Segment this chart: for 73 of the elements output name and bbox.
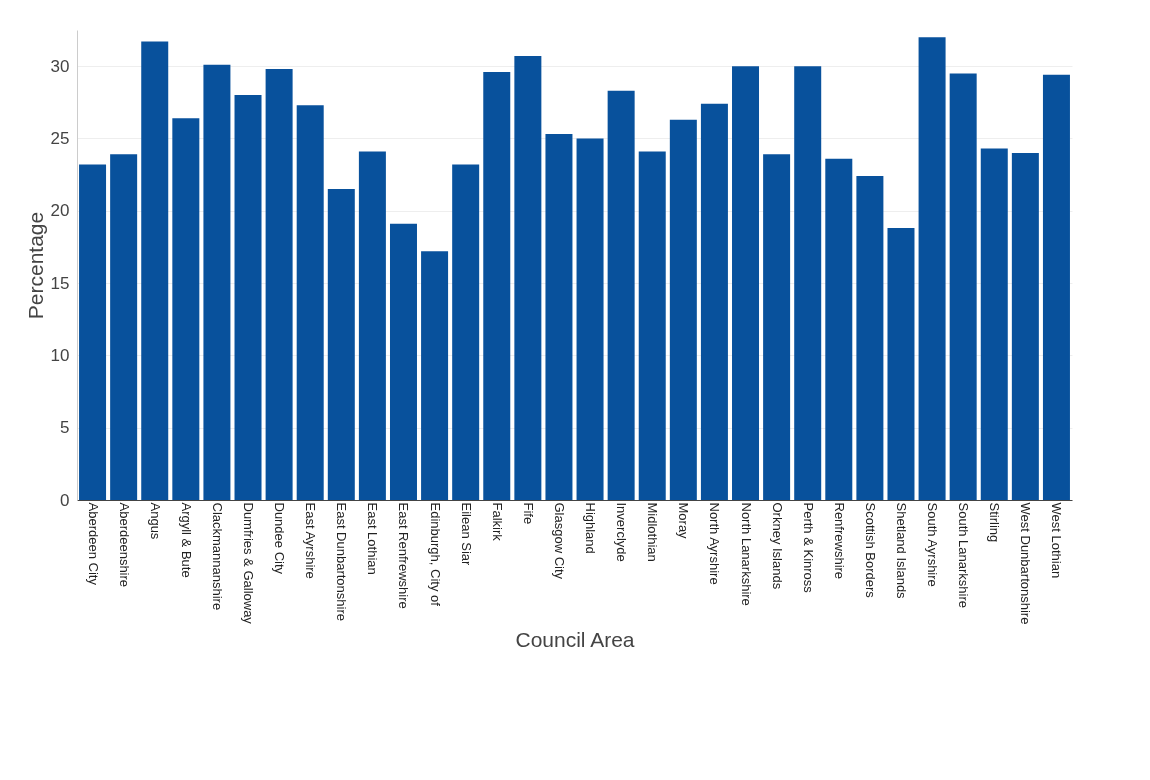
bar [1042,74,1070,500]
x-tick-label: Inverclyde [614,502,630,562]
x-tick-label: West Lothian [1049,502,1065,579]
bar [203,64,231,500]
x-tick-label: South Lanarkshire [956,502,972,609]
bar [607,90,635,500]
x-tick-label: Highland [583,502,599,554]
x-tick-label: East Lothian [365,502,381,575]
y-tick-label: 25 [50,128,70,148]
x-tick-label: Aberdeen City [85,502,101,586]
bar [825,158,853,500]
bar [980,148,1008,500]
bar [141,41,169,500]
bar [1011,152,1039,500]
bar [576,138,604,500]
bar [234,95,262,500]
bar [638,151,666,500]
bar [545,134,573,500]
bar [389,223,417,500]
x-tick-label: East Ayrshire [303,502,319,579]
y-tick-label: 15 [50,273,70,293]
x-tick-label: Eilean Siar [458,502,474,567]
x-tick-label: Dumfries & Galloway [241,502,257,625]
x-tick-label: Glasgow City [551,502,567,580]
x-tick-label: Perth & Kinross [800,502,816,594]
x-tick-label: Orkney Islands [769,502,785,590]
bar [172,118,200,500]
x-tick-label: Argyll & Bute [178,502,194,578]
bar [794,66,822,500]
bar [514,56,542,500]
x-tick-label: North Ayrshire [707,502,723,585]
x-axis-title: Council Area [515,628,635,652]
x-tick-label: Renfrewshire [831,502,847,580]
bar [949,73,977,500]
y-tick-label: 0 [60,490,70,510]
x-tick-label: Dundee City [272,502,288,575]
bar [110,154,138,500]
x-tick-label: Angus [147,502,163,540]
x-tick-label: North Lanarkshire [738,502,754,606]
x-tick-label: Stirling [987,502,1003,543]
x-tick-label: Shetland Islands [893,502,909,600]
x-tick-label: Fife [520,502,536,525]
y-axis-title: Percentage [23,211,47,320]
x-tick-label: East Renfrewshire [396,502,412,609]
bar [452,164,480,500]
bar [79,164,107,500]
x-tick-label: Midlothian [645,502,661,562]
bar [483,71,511,500]
y-tick-label: 20 [50,201,70,221]
bar [296,105,324,500]
bar [700,103,728,500]
bar [887,228,915,500]
bar [358,151,386,500]
bar [918,37,946,500]
x-tick-label: Scottish Borders [862,502,878,599]
y-tick-label: 5 [60,418,70,438]
x-tick-label: South Ayrshire [925,502,941,587]
x-tick-label: Moray [676,502,692,540]
x-tick-label: West Dunbartonshire [1018,502,1034,625]
x-tick-label: Falkirk [489,502,505,542]
bar [265,69,293,500]
x-tick-label: Aberdeenshire [116,502,132,588]
bar [669,119,697,500]
bar [421,251,449,500]
bar [327,189,355,500]
x-tick-label: Clackmannanshire [209,502,225,611]
x-tick-label: Edinburgh, City of [427,502,443,607]
bar [732,66,760,500]
bar [856,176,884,500]
bar [763,154,791,500]
x-tick-label: East Dunbartonshire [334,502,350,622]
y-tick-label: 30 [50,56,70,76]
y-tick-label: 10 [50,345,70,365]
